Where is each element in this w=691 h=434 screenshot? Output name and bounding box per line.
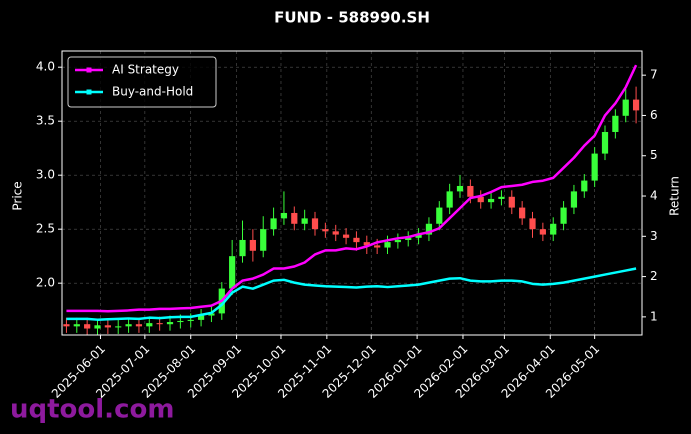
candle-body — [84, 324, 91, 329]
candle-body — [425, 223, 433, 235]
candle-body — [601, 131, 609, 154]
candle-body — [550, 223, 557, 235]
candle-body — [436, 207, 443, 224]
candle-body — [353, 237, 360, 243]
candle-body — [135, 324, 143, 327]
y-tick-label: 4.0 — [36, 60, 55, 74]
candle-body — [291, 212, 298, 224]
candle-body — [239, 239, 246, 257]
y-tick-label: 3.5 — [36, 114, 55, 128]
candle-body — [529, 218, 536, 230]
y2-tick-label: 5 — [650, 148, 658, 162]
candle-body — [270, 218, 277, 230]
legend-marker — [86, 67, 92, 73]
candle-body — [311, 218, 319, 230]
candle-body — [63, 324, 70, 327]
candle-body — [280, 212, 288, 219]
legend-box — [67, 56, 217, 108]
candle-body — [456, 185, 464, 192]
series-line — [66, 267, 637, 321]
candle-body — [394, 239, 401, 243]
candle-body — [508, 196, 515, 208]
y-tick-label: 2.5 — [36, 222, 55, 236]
watermark: uqtool.com — [10, 395, 174, 425]
y2-tick-label: 2 — [650, 269, 658, 283]
candle-body — [570, 191, 578, 208]
plot-area — [62, 51, 642, 335]
candle-body — [332, 231, 339, 235]
legend-label: AI Strategy — [112, 63, 179, 77]
candle-body — [301, 218, 308, 224]
candle-body — [197, 315, 205, 320]
y2-tick-label: 7 — [650, 68, 658, 82]
chart-title: FUND - 588990.SH — [274, 9, 430, 27]
candle-body — [73, 324, 80, 327]
candle-body — [477, 196, 484, 203]
candle-body — [374, 245, 381, 248]
legend: AI Strategy Buy-and-Hold — [67, 56, 217, 108]
candle-body — [539, 229, 546, 235]
candle-body — [405, 237, 412, 240]
candle-body — [384, 242, 391, 248]
candle-body — [446, 191, 453, 208]
candle-body — [415, 234, 422, 238]
y-axis-label: Price — [11, 181, 25, 210]
candle-body — [342, 234, 350, 238]
candle-body — [104, 325, 111, 328]
candle-body — [622, 99, 629, 116]
candle-body — [125, 324, 132, 327]
candle-body — [187, 319, 194, 321]
candle-body — [249, 239, 256, 251]
candle-body — [146, 323, 153, 327]
candle-body — [322, 229, 329, 232]
candle-body — [467, 185, 474, 197]
y2-tick-label: 6 — [650, 108, 658, 122]
candle-body — [260, 229, 267, 251]
candle-body — [560, 207, 567, 224]
y-tick-label: 3.0 — [36, 168, 55, 182]
candle-body — [498, 196, 505, 199]
candle-body — [487, 198, 495, 203]
y2-tick-label: 4 — [650, 189, 658, 203]
candle-body — [591, 153, 598, 181]
y2-tick-label: 3 — [650, 229, 658, 243]
candle-body — [115, 326, 122, 328]
candle-body — [166, 322, 174, 325]
candle-body — [156, 323, 163, 325]
y-tick-label: 2.0 — [36, 276, 55, 290]
candle-body — [581, 180, 588, 192]
candle-body — [632, 99, 640, 111]
candle-body — [612, 115, 619, 132]
candle-body — [208, 313, 215, 316]
legend-marker — [86, 89, 92, 95]
y2-tick-label: 1 — [650, 309, 658, 323]
candle-body — [229, 256, 236, 289]
plot-frame — [61, 50, 643, 336]
candle-body — [363, 242, 370, 246]
candle-body — [519, 207, 526, 219]
legend-label: Buy-and-Hold — [112, 85, 193, 99]
y2-axis-label: Return — [668, 176, 682, 216]
series-line — [66, 64, 638, 313]
candle-body — [177, 320, 184, 323]
candle-body — [94, 325, 101, 329]
